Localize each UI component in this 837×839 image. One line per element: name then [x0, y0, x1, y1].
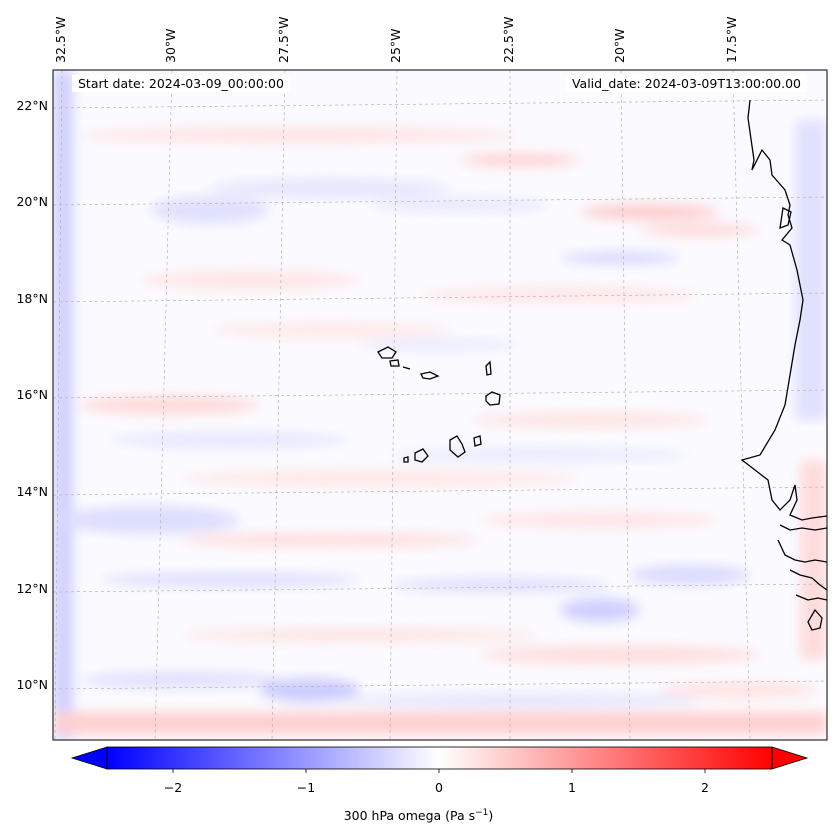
lat-label-14n: 14°N: [16, 484, 48, 499]
colorbar-tick-label: 0: [435, 780, 443, 795]
colorbar-label: 300 hPa omega (Pa s−1): [0, 808, 837, 823]
lon-label-32-5w: 32.5°W: [53, 16, 68, 63]
colorbar-label-close: ): [488, 808, 494, 824]
lat-label-16n: 16°N: [16, 387, 48, 402]
colorbar-label-exponent: −1: [475, 808, 489, 818]
colorbar-tick-label: 1: [568, 780, 576, 795]
lat-label-22n: 22°N: [16, 98, 48, 113]
colorbar: [70, 746, 809, 773]
lon-label-20w: 20°W: [612, 28, 627, 63]
lat-label-12n: 12°N: [16, 581, 48, 596]
colorbar-tick-label: −2: [163, 780, 183, 795]
start-date-label: Start date: 2024-03-09_00:00:00: [72, 75, 290, 92]
lon-label-25w: 25°W: [388, 28, 403, 63]
graticule: [53, 70, 827, 740]
lon-label-27-5w: 27.5°W: [276, 16, 291, 63]
colorbar-tick-label: 2: [701, 780, 709, 795]
lon-label-17-5w: 17.5°W: [724, 16, 739, 63]
omega-field: [53, 70, 827, 740]
valid-date-label: Valid_date: 2024-03-09T13:00:00.00: [565, 75, 807, 92]
lon-label-30w: 30°W: [163, 28, 178, 63]
colorbar-label-text: 300 hPa omega (Pa s: [343, 808, 476, 824]
lon-label-22-5w: 22.5°W: [501, 16, 516, 63]
lat-label-20n: 20°N: [16, 194, 48, 209]
colorbar-tick-label: −1: [296, 780, 316, 795]
lat-label-10n: 10°N: [16, 677, 48, 692]
coastline: [377, 99, 827, 631]
lat-label-18n: 18°N: [16, 291, 48, 306]
